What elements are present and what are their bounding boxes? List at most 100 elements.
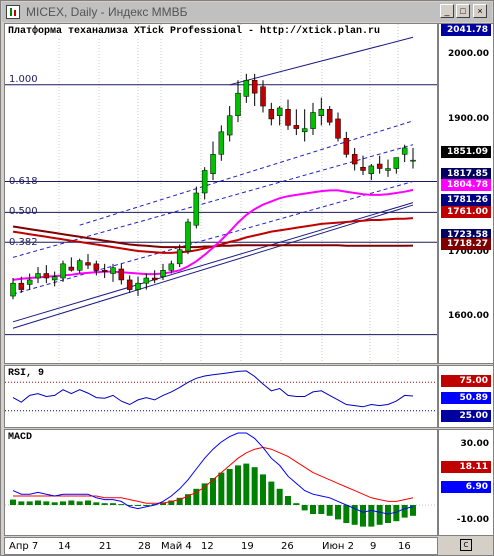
macd-histogram-bar <box>360 505 366 527</box>
candle-body <box>10 282 16 297</box>
level-label-ma-red: 1761.00 <box>441 206 491 218</box>
candle-body <box>193 192 200 226</box>
level-label-trend: 1781.26 <box>441 194 491 206</box>
candle-body <box>301 128 308 133</box>
candle-body <box>351 154 358 165</box>
date-label: 9 <box>370 541 377 552</box>
rsi-level-25: 25.00 <box>441 410 491 422</box>
minimize-button[interactable]: _ <box>440 4 454 18</box>
macd-histogram-bar <box>168 500 175 505</box>
rsi-level-75: 75.00 <box>441 375 491 387</box>
candle-body <box>110 267 116 274</box>
close-button[interactable]: × <box>473 4 487 18</box>
candle-body <box>218 131 225 155</box>
candle-body <box>293 125 300 129</box>
candle-body <box>43 273 50 279</box>
date-axis[interactable]: Апр 7 14 21 28 Май 4 12 19 26 Июн 2 9 16 <box>4 537 438 555</box>
date-label: Май 4 <box>161 541 192 552</box>
date-label: 26 <box>281 541 294 552</box>
candle-body <box>126 279 133 290</box>
macd-histogram-bar <box>210 478 216 505</box>
macd-histogram-bar <box>110 503 116 505</box>
candle-body <box>385 168 391 171</box>
macd-histogram-bar <box>43 501 50 505</box>
chart-app-icon[interactable] <box>6 5 20 19</box>
candle-body <box>168 263 175 271</box>
corner-button[interactable]: C <box>460 539 472 551</box>
candle-body <box>18 282 25 290</box>
candle-body <box>76 260 83 271</box>
channel-line <box>79 120 414 226</box>
macd-signal-line <box>13 446 414 504</box>
candle-body <box>85 262 91 266</box>
date-label: Июн 2 <box>322 541 354 552</box>
candle-body <box>210 154 216 174</box>
candle-body <box>368 165 375 174</box>
level-label-last-price: 1851.09 <box>441 146 491 158</box>
macd-histogram-bar <box>326 505 333 516</box>
candle-body <box>118 268 125 281</box>
rsi-line <box>12 370 414 408</box>
macd-histogram-bar <box>235 465 241 505</box>
candle-body <box>185 221 191 252</box>
candle-body <box>401 147 408 155</box>
macd-histogram-bar <box>85 500 91 505</box>
date-label: 16 <box>398 541 411 552</box>
title-bar[interactable]: MICEX, Daily - Индекс ММВБ _ □ × <box>2 2 492 22</box>
macd-histogram-bar <box>10 499 16 505</box>
macd-title: MACD <box>8 432 33 443</box>
price-axis[interactable]: 2000.00 1900.00 1700.00 1600.00 2041.78 … <box>438 23 494 364</box>
macd-histogram-bar <box>410 505 416 516</box>
rsi-panel[interactable]: RSI, 9 <box>4 365 438 428</box>
trend-line <box>229 36 414 86</box>
candle-body <box>68 266 75 271</box>
level-label-2041: 2041.78 <box>441 24 491 36</box>
macd-histogram-bar <box>293 503 300 505</box>
rsi-title: RSI, 9 <box>8 368 45 379</box>
macd-histogram-bar <box>143 505 150 506</box>
macd-histogram-bar <box>268 481 275 505</box>
candle-body <box>268 109 275 120</box>
price-tick: 2000.00 <box>448 49 489 59</box>
rsi-axis[interactable]: 75.00 50.89 25.00 <box>438 365 494 428</box>
chart-title: Платформа теханализа XTick Professional … <box>8 26 381 37</box>
macd-panel[interactable]: MACD <box>4 429 438 536</box>
macd-histogram-bar <box>51 502 58 505</box>
candle-body <box>201 170 208 194</box>
macd-histogram-bar <box>335 505 341 520</box>
date-label: 12 <box>201 541 214 552</box>
candle-body <box>326 109 333 123</box>
price-tick: 1600.00 <box>448 311 489 321</box>
rsi-level-current: 50.89 <box>441 392 491 404</box>
candle-body <box>35 273 41 279</box>
macd-histogram-bar <box>343 505 350 523</box>
candle-body <box>243 80 250 97</box>
ma-darkred-line <box>12 225 414 249</box>
candle-body <box>376 163 383 169</box>
candle-body <box>176 249 183 265</box>
macd-axis[interactable]: 30.00 0.00 -10.00 18.11 6.90 <box>438 429 494 536</box>
macd-histogram-bar <box>135 505 141 506</box>
candle-body <box>26 279 33 285</box>
macd-level-signal: 18.11 <box>441 461 491 473</box>
macd-histogram-bar <box>401 505 408 518</box>
price-chart <box>5 24 437 363</box>
macd-histogram-bar <box>26 501 33 505</box>
macd-histogram-bar <box>18 501 25 505</box>
candle-body <box>393 157 400 169</box>
fib-label-0500: 0.500 <box>9 206 38 217</box>
date-label: 19 <box>241 541 254 552</box>
macd-histogram-bar <box>60 501 66 505</box>
macd-histogram-bar <box>351 505 358 525</box>
price-panel[interactable]: Платформа теханализа XTick Professional … <box>4 23 438 364</box>
candle-body <box>60 263 66 279</box>
level-label-0618: 1817.85 <box>441 168 491 180</box>
macd-level-line: 6.90 <box>441 481 491 493</box>
date-label: 28 <box>138 541 151 552</box>
macd-histogram-bar <box>101 503 108 505</box>
maximize-button[interactable]: □ <box>456 4 470 18</box>
candle-body <box>260 86 266 107</box>
level-label-ma-darkred: 1718.27 <box>441 238 491 250</box>
candle-body <box>226 115 233 136</box>
macd-histogram-bar <box>218 472 225 505</box>
